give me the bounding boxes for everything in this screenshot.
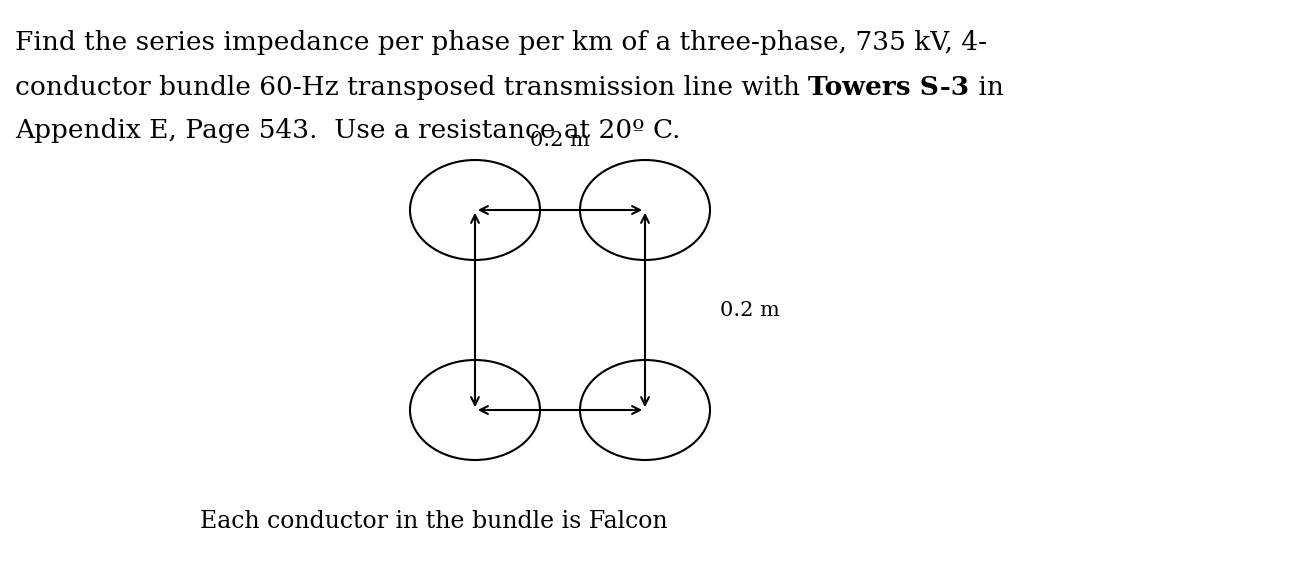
Text: Find the series impedance per phase per km of a three-phase, 735 kV, 4-: Find the series impedance per phase per … <box>16 30 987 55</box>
Text: 0.2 m: 0.2 m <box>720 301 780 320</box>
Text: in: in <box>970 75 1004 100</box>
Text: Towers S-3: Towers S-3 <box>809 75 970 100</box>
Text: conductor bundle 60-Hz transposed transmission line with: conductor bundle 60-Hz transposed transm… <box>16 75 809 100</box>
Text: 0.2 m: 0.2 m <box>530 131 590 150</box>
Text: Each conductor in the bundle is Falcon: Each conductor in the bundle is Falcon <box>200 510 668 533</box>
Text: Appendix E, Page 543.  Use a resistance at 20º C.: Appendix E, Page 543. Use a resistance a… <box>16 118 680 143</box>
